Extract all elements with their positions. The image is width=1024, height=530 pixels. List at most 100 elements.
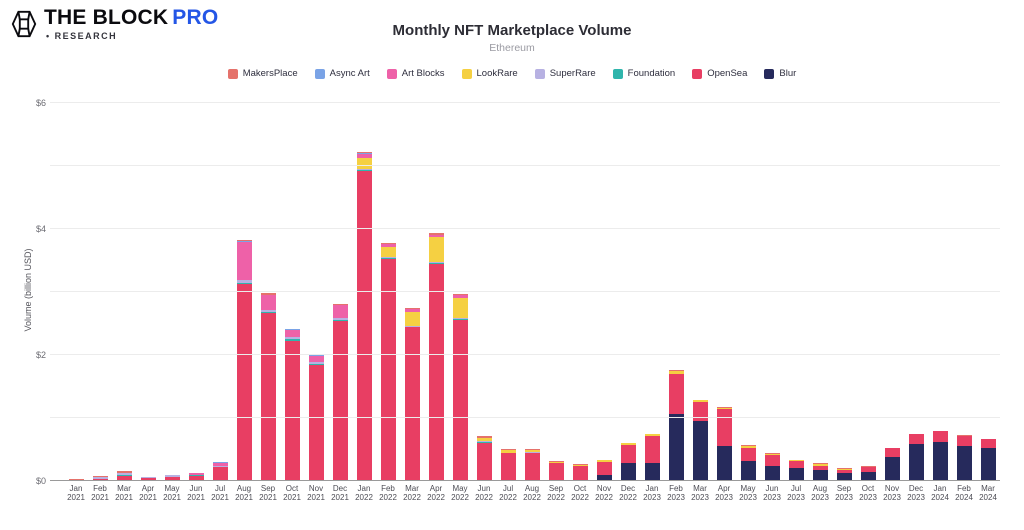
bar-segment	[260, 295, 276, 310]
x-tick-label: Sep 2023	[835, 484, 853, 502]
bar-segment	[812, 464, 828, 466]
bar	[736, 98, 760, 481]
bar-segment	[788, 459, 804, 461]
bar-segment	[476, 441, 492, 443]
bar-segment	[620, 445, 636, 464]
x-tick-label: Sep 2021	[259, 484, 277, 502]
bar-segment	[764, 453, 780, 454]
legend-label: OpenSea	[707, 68, 748, 79]
x-tick-label: May 2022	[451, 484, 469, 502]
bar	[112, 98, 136, 481]
bar-segment	[524, 452, 540, 481]
bar-segment	[692, 400, 708, 402]
bar	[784, 98, 808, 481]
bar-segment	[140, 477, 156, 478]
bar	[64, 98, 88, 481]
bar	[400, 98, 424, 481]
x-tick-label: Sep 2022	[547, 484, 565, 502]
bar-segment	[716, 445, 732, 481]
bar-segment	[788, 460, 804, 461]
bar	[280, 98, 304, 481]
bar-segment	[908, 433, 924, 435]
x-tick-label: Feb 2024	[955, 484, 973, 502]
bar-segment	[620, 442, 636, 444]
legend: MakersPlace Async Art Art Blocks LookRare Su…	[0, 68, 1024, 79]
bar-segment	[356, 169, 372, 172]
bar-segment	[428, 234, 444, 238]
x-tick-label: Jul 2022	[499, 484, 517, 502]
x-axis-labels: Jan 2021 Feb 2021 Mar 2021 Apr 2021 May 2021 Jun 20…	[64, 484, 1000, 502]
bar-segment	[404, 307, 420, 310]
bar-segment	[500, 450, 516, 453]
bar-segment	[428, 263, 444, 481]
bar-segment	[404, 327, 420, 481]
bar-segment	[788, 460, 804, 469]
bar-segment	[380, 258, 396, 259]
bar-segment	[500, 448, 516, 450]
gridline	[50, 228, 1000, 229]
legend-swatch	[386, 68, 397, 79]
x-tick-label: Jun 2023	[763, 484, 781, 502]
bar-segment	[836, 470, 852, 473]
bar-segment	[428, 237, 444, 263]
bar-segment	[764, 453, 780, 456]
bar-segment	[212, 461, 228, 463]
bar-segment	[548, 462, 564, 464]
bar-segment	[140, 478, 156, 481]
bar-segment	[356, 157, 372, 169]
bar-segment	[164, 474, 180, 476]
x-tick-label: Jul 2023	[787, 484, 805, 502]
y-axis-title: Volume (billion USD)	[23, 247, 33, 332]
bar-segment	[500, 453, 516, 481]
bars-container	[64, 98, 1000, 481]
bar-segment	[476, 437, 492, 439]
y-tick-label: $2	[35, 350, 46, 360]
bar-segment	[524, 449, 540, 451]
bar-segment	[812, 462, 828, 465]
x-tick-label: Nov 2022	[595, 484, 613, 502]
bar-segment	[356, 171, 372, 481]
x-tick-label: Jan 2024	[931, 484, 949, 502]
legend-label: LookRare	[476, 68, 518, 79]
bar-segment	[596, 460, 612, 463]
bar-segment	[764, 465, 780, 481]
x-tick-label: Nov 2023	[883, 484, 901, 502]
bar-segment	[188, 475, 204, 481]
bar	[856, 98, 880, 481]
bar-segment	[716, 407, 732, 408]
x-tick-label: Nov 2021	[307, 484, 325, 502]
legend-item: Blur	[764, 68, 796, 79]
bar-segment	[500, 452, 516, 454]
legend-item: Async Art	[314, 68, 370, 79]
bar-segment	[236, 282, 252, 284]
bar-segment	[284, 329, 300, 330]
bar	[232, 98, 256, 481]
legend-swatch	[227, 68, 238, 79]
gridline	[50, 480, 1000, 481]
bar-segment	[836, 467, 852, 470]
brand-pro-badge: PRO	[172, 6, 219, 29]
bar	[664, 98, 688, 481]
bar-segment	[308, 355, 324, 356]
bar-segment	[92, 478, 108, 480]
bar-segment	[932, 430, 948, 432]
bar-segment	[212, 465, 228, 467]
bar-segment	[452, 319, 468, 320]
bar-segment	[284, 328, 300, 330]
bar-segment	[476, 436, 492, 438]
bar-segment	[716, 407, 732, 410]
brand-name: THE BLOCK PRO	[44, 6, 219, 29]
the-block-pro-logo: THE BLOCK PRO • RESEARCH	[10, 7, 218, 41]
bar-segment	[380, 244, 396, 248]
bar-segment	[452, 295, 468, 298]
bar	[496, 98, 520, 481]
bar-segment	[428, 233, 444, 235]
bar-segment	[212, 466, 228, 468]
block-cube-icon	[11, 10, 37, 38]
x-tick-label: Feb 2021	[91, 484, 109, 502]
bar-segment	[548, 463, 564, 481]
bar-segment	[980, 438, 996, 440]
bar-segment	[812, 465, 828, 471]
bar-segment	[284, 329, 300, 338]
bar	[808, 98, 832, 481]
